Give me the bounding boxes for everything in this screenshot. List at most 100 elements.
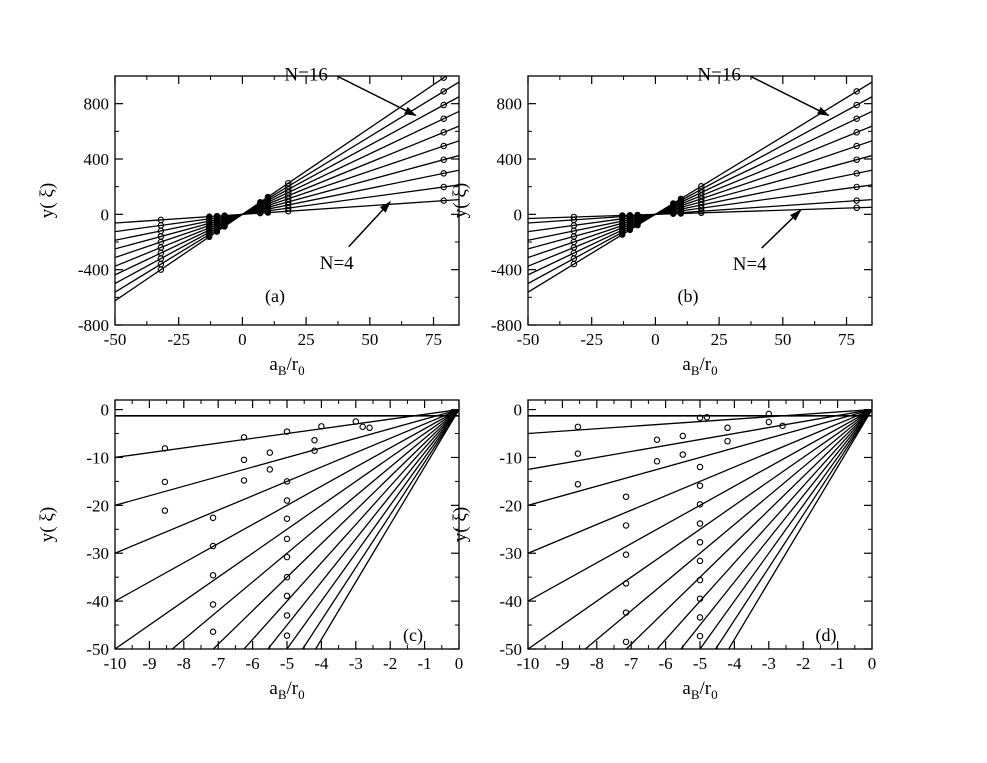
data-point — [440, 142, 447, 150]
data-point — [677, 195, 685, 202]
y-tick-label: 0 — [514, 205, 523, 224]
data-point — [670, 200, 677, 207]
data-point — [622, 493, 630, 500]
x-tick-label: -3 — [349, 654, 363, 673]
y-tick-label: 0 — [514, 401, 523, 420]
series-line-9 — [267, 409, 459, 649]
data-point — [626, 226, 634, 234]
data-point — [161, 478, 169, 486]
y-tick-label: -30 — [86, 544, 109, 563]
x-tick-label: 25 — [298, 330, 315, 349]
series-line-5 — [115, 409, 459, 649]
x-tick-label: -2 — [383, 654, 397, 673]
data-point — [240, 456, 248, 464]
data-point — [622, 551, 630, 558]
series-line-7 — [528, 125, 872, 267]
x-tick-label: -25 — [580, 330, 603, 349]
y-axis-label: y( ξ) — [450, 507, 471, 542]
data-point — [213, 228, 221, 235]
y-tick-label: -800 — [78, 316, 109, 335]
data-point — [622, 580, 630, 587]
y-axis-label: y( ξ) — [37, 507, 58, 542]
series-line-6 — [171, 409, 459, 649]
series-line-1 — [528, 206, 872, 220]
series-line-11 — [699, 409, 872, 649]
data-point — [622, 638, 630, 646]
x-tick-label: -8 — [177, 654, 191, 673]
x-tick-label: 0 — [455, 654, 464, 673]
x-tick-label: -1 — [418, 654, 432, 673]
data-point — [440, 183, 447, 191]
data-point — [311, 436, 318, 444]
data-point — [679, 451, 687, 458]
data-point — [853, 197, 860, 204]
data-point — [574, 450, 582, 457]
panel-label: (b) — [678, 286, 699, 307]
data-point — [283, 515, 291, 523]
series-line-9 — [656, 409, 872, 649]
data-point — [240, 434, 248, 441]
data-point — [359, 423, 366, 431]
series-line-9 — [115, 81, 459, 293]
series-line-5 — [528, 154, 872, 250]
x-tick-label: 50 — [361, 330, 378, 349]
data-point — [283, 535, 291, 543]
y-tick-label: 0 — [101, 401, 110, 420]
series-line-6 — [528, 409, 872, 649]
data-point — [622, 522, 630, 529]
data-point — [696, 482, 704, 489]
x-tick-label: 50 — [774, 330, 791, 349]
plot-area — [115, 408, 459, 649]
panel-c: -10 -9 -8 -7 -6 -5 -4 -3 -2 -1 0-50-40-30-20-100(c… — [37, 399, 464, 702]
data-point — [853, 183, 860, 191]
series-line-6 — [115, 125, 459, 267]
data-point — [853, 101, 860, 109]
x-axis-label: aB/r0 — [269, 354, 304, 378]
series-line-4 — [528, 408, 872, 554]
series-line-3 — [528, 408, 872, 506]
series-line-10 — [680, 409, 872, 649]
data-point — [209, 628, 217, 636]
y-tick-label: -400 — [78, 261, 109, 280]
data-point — [765, 418, 773, 426]
series-line-13 — [728, 409, 872, 649]
y-tick-label: -20 — [499, 496, 522, 515]
data-point — [724, 424, 731, 432]
x-axis-label: aB/r0 — [682, 354, 717, 378]
data-point — [283, 553, 291, 561]
x-tick-label: -6 — [659, 654, 673, 673]
data-point — [206, 233, 213, 241]
data-point — [696, 414, 704, 421]
series-line-10 — [286, 409, 459, 649]
series-line-9 — [528, 96, 872, 285]
x-tick-label: -50 — [517, 330, 540, 349]
data-point — [283, 592, 291, 600]
data-point — [679, 432, 687, 440]
series-line-4 — [115, 409, 459, 602]
series-line-1 — [115, 408, 459, 459]
data-point — [440, 115, 447, 122]
data-point — [440, 76, 447, 81]
data-point — [440, 101, 447, 109]
x-tick-label: 0 — [868, 654, 877, 673]
y-tick-label: 800 — [84, 95, 110, 114]
y-tick-label: -400 — [491, 261, 522, 280]
data-point — [853, 156, 860, 163]
series-line-12 — [715, 409, 872, 649]
series-line-10 — [528, 81, 872, 293]
data-point — [266, 466, 274, 473]
data-point — [696, 463, 704, 471]
data-point — [283, 612, 291, 619]
data-point — [696, 501, 704, 508]
x-tick-label: 0 — [238, 330, 247, 349]
axes-frame — [114, 399, 460, 650]
data-point — [853, 88, 860, 95]
series-line-3 — [528, 184, 872, 233]
data-point — [440, 197, 447, 204]
x-tick-label: -9 — [142, 654, 156, 673]
data-point — [696, 557, 704, 565]
data-point — [724, 437, 731, 445]
data-point — [696, 632, 704, 640]
data-point — [209, 601, 217, 608]
